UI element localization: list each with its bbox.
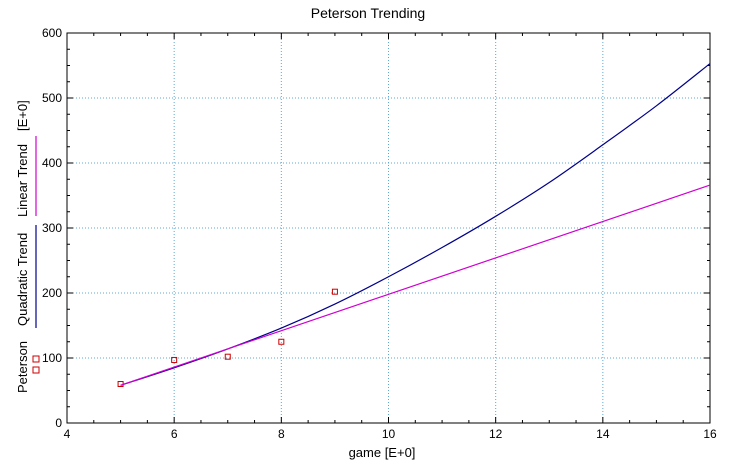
y-label-series-quadratic: Quadratic Trend [15, 233, 30, 326]
x-tick-label: 14 [596, 427, 610, 441]
y-axis-legend: Peterson Quadratic Trend Linear Trend [E… [15, 100, 30, 393]
legend-key-points [32, 355, 40, 363]
y-tick-label: 500 [42, 91, 62, 105]
x-tick-labels: 4 6 8 10 12 14 16 [64, 427, 717, 441]
x-tick-label: 4 [64, 427, 71, 441]
x-tick-label: 16 [703, 427, 717, 441]
x-tick-label: 12 [489, 427, 503, 441]
data-point-peterson [278, 338, 285, 345]
y-tick-label: 0 [55, 416, 62, 430]
x-tick-label: 6 [171, 427, 178, 441]
series-line-linear-trend [120, 184, 711, 386]
y-tick-label: 600 [42, 26, 62, 40]
chart-title: Peterson Trending [311, 5, 425, 21]
y-tick-labels: 0 100 200 300 400 500 600 [42, 26, 62, 430]
data-point-peterson [224, 353, 231, 360]
y-tick-label: 100 [42, 351, 62, 365]
series-layer [117, 63, 711, 387]
y-label-units: [E+0] [15, 100, 30, 131]
legend-key-points [32, 366, 40, 374]
y-tick-label: 200 [42, 286, 62, 300]
data-point-peterson [171, 356, 178, 363]
x-tick-label: 8 [278, 427, 285, 441]
series-line-quadratic-trend [120, 63, 711, 386]
y-label-series-linear: Linear Trend [15, 144, 30, 217]
legend-keys [32, 136, 40, 374]
grid [67, 33, 710, 423]
axis-ticks [66, 32, 711, 424]
y-label-series-points: Peterson [15, 341, 30, 393]
x-tick-label: 10 [382, 427, 396, 441]
data-point-peterson [331, 288, 338, 295]
y-tick-label: 300 [42, 221, 62, 235]
y-tick-label: 400 [42, 156, 62, 170]
data-point-peterson [117, 381, 124, 387]
x-axis-label: game [E+0] [349, 445, 416, 460]
